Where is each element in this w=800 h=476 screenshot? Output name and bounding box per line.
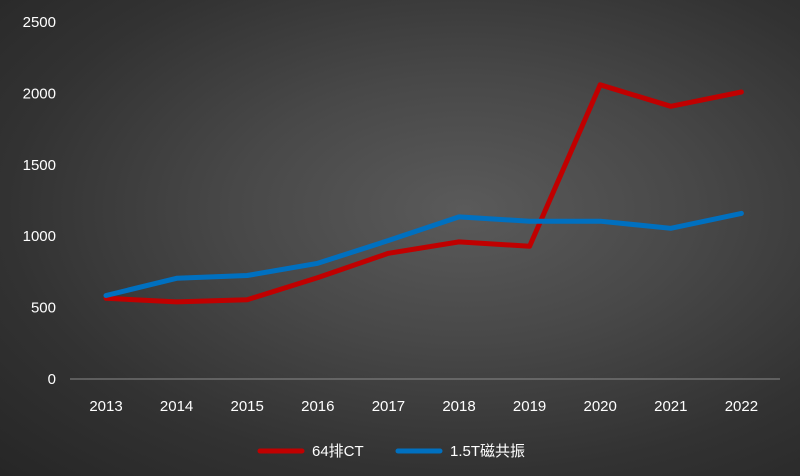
y-tick-label: 0 xyxy=(48,371,56,388)
x-tick-label: 2019 xyxy=(513,398,546,415)
y-tick-label: 500 xyxy=(31,300,56,317)
x-tick-label: 2017 xyxy=(372,398,405,415)
x-tick-label: 2020 xyxy=(584,398,617,415)
series-line-1 xyxy=(103,82,744,305)
legend-label: 1.5T磁共振 xyxy=(450,443,525,460)
legend-label: 64排CT xyxy=(312,443,364,460)
x-tick-label: 2021 xyxy=(654,398,687,415)
series-line-2 xyxy=(103,210,744,298)
x-tick-label: 2015 xyxy=(231,398,264,415)
y-tick-label: 1500 xyxy=(23,157,56,174)
y-tick-label: 1000 xyxy=(23,228,56,245)
y-tick-label: 2000 xyxy=(23,85,56,102)
series-lines xyxy=(103,82,744,305)
x-tick-label: 2022 xyxy=(725,398,758,415)
y-axis-ticks: 0 500 1000 1500 2000 2500 xyxy=(23,14,56,388)
x-tick-label: 2013 xyxy=(89,398,122,415)
y-tick-label: 2500 xyxy=(23,14,56,31)
x-tick-label: 2018 xyxy=(442,398,475,415)
x-tick-label: 2016 xyxy=(301,398,334,415)
legend: 64排CT 1.5T磁共振 xyxy=(257,443,525,460)
x-axis-ticks: 2013 2014 2015 2016 2017 2018 2019 2020 2021 2022 xyxy=(89,398,758,415)
x-tick-label: 2014 xyxy=(160,398,193,415)
